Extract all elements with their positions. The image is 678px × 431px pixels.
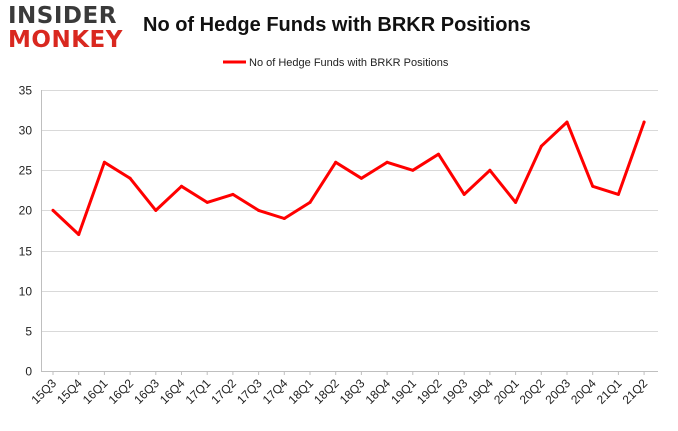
- data-point-17Q1: [205, 200, 209, 204]
- y-tick-label-10: 10: [19, 285, 33, 299]
- y-tick-label-5: 5: [25, 325, 32, 339]
- x-tick-label-18Q1: 18Q1: [285, 376, 316, 407]
- x-tick-label-19Q3: 19Q3: [440, 376, 471, 407]
- data-point-20Q1: [514, 200, 518, 204]
- y-tick-label-15: 15: [19, 245, 33, 259]
- data-point-17Q4: [282, 217, 286, 220]
- x-tick-label-20Q2: 20Q2: [517, 376, 548, 407]
- x-tick-label-20Q1: 20Q1: [491, 376, 522, 407]
- x-tick-label-21Q1: 21Q1: [594, 376, 625, 407]
- x-tick-label-16Q2: 16Q2: [106, 376, 137, 407]
- series-line-0: [51, 120, 646, 236]
- y-tick-label-0: 0: [25, 365, 32, 379]
- x-tick-labels: 15Q315Q416Q116Q216Q316Q417Q117Q217Q317Q4…: [28, 376, 650, 407]
- x-tick-label-19Q1: 19Q1: [388, 376, 419, 407]
- data-point-16Q3: [154, 208, 158, 212]
- x-tick-label-20Q3: 20Q3: [542, 376, 573, 407]
- data-point-15Q3: [51, 208, 55, 212]
- chart-title: No of Hedge Funds with BRKR Positions: [143, 14, 531, 36]
- y-tick-label-30: 30: [19, 124, 33, 138]
- x-tick-label-15Q4: 15Q4: [54, 376, 85, 407]
- x-tick-label-19Q4: 19Q4: [465, 376, 496, 407]
- y-tick-label-20: 20: [19, 204, 33, 218]
- x-tick-label-18Q2: 18Q2: [311, 376, 342, 407]
- logo-text-insider: INSIDER: [8, 3, 117, 29]
- legend-label: No of Hedge Funds with BRKR Positions: [249, 57, 449, 69]
- data-point-20Q3: [565, 120, 569, 124]
- data-point-18Q2: [334, 160, 338, 164]
- data-point-18Q3: [359, 176, 363, 180]
- data-point-19Q3: [462, 192, 466, 196]
- x-tick-label-21Q2: 21Q2: [620, 376, 651, 407]
- x-tick-label-17Q1: 17Q1: [183, 376, 214, 407]
- x-tick-label-15Q3: 15Q3: [28, 376, 59, 407]
- y-tick-labels: 0 5 10 15 20 25 30 35: [19, 84, 33, 379]
- data-point-17Q3: [257, 208, 261, 212]
- x-tick-label-19Q2: 19Q2: [414, 376, 445, 407]
- x-tick-label-16Q4: 16Q4: [157, 376, 188, 407]
- data-point-21Q1: [616, 192, 620, 196]
- axes: [41, 90, 658, 375]
- data-point-16Q1: [102, 160, 106, 164]
- data-point-19Q1: [411, 168, 415, 172]
- x-tick-label-16Q3: 16Q3: [131, 376, 162, 407]
- legend: No of Hedge Funds with BRKR Positions: [223, 57, 449, 69]
- data-point-21Q2: [642, 120, 646, 124]
- data-point-19Q2: [437, 152, 440, 156]
- grid-lines: [41, 90, 658, 332]
- x-tick-label-17Q4: 17Q4: [260, 376, 291, 407]
- logo-text-monkey: MONKEY: [8, 27, 123, 53]
- data-point-19Q4: [488, 168, 492, 172]
- x-tick-label-18Q3: 18Q3: [337, 376, 368, 407]
- data-point-20Q4: [591, 184, 595, 188]
- x-tick-label-18Q4: 18Q4: [363, 376, 394, 407]
- x-tick-label-17Q2: 17Q2: [208, 376, 239, 407]
- x-tick-label-17Q3: 17Q3: [234, 376, 265, 407]
- series-layer: [51, 120, 646, 236]
- data-point-16Q4: [180, 184, 183, 188]
- data-point-17Q2: [231, 192, 235, 196]
- x-tick-label-16Q1: 16Q1: [80, 376, 111, 407]
- data-point-18Q4: [385, 160, 389, 164]
- data-point-18Q1: [308, 200, 312, 204]
- insider-monkey-logo: INSIDER MONKEY: [8, 4, 128, 54]
- x-tick-label-20Q4: 20Q4: [568, 376, 599, 407]
- y-tick-label-35: 35: [19, 84, 33, 98]
- data-point-16Q2: [128, 176, 132, 180]
- data-point-15Q4: [77, 233, 81, 236]
- data-point-20Q2: [539, 144, 543, 148]
- y-tick-label-25: 25: [19, 164, 33, 178]
